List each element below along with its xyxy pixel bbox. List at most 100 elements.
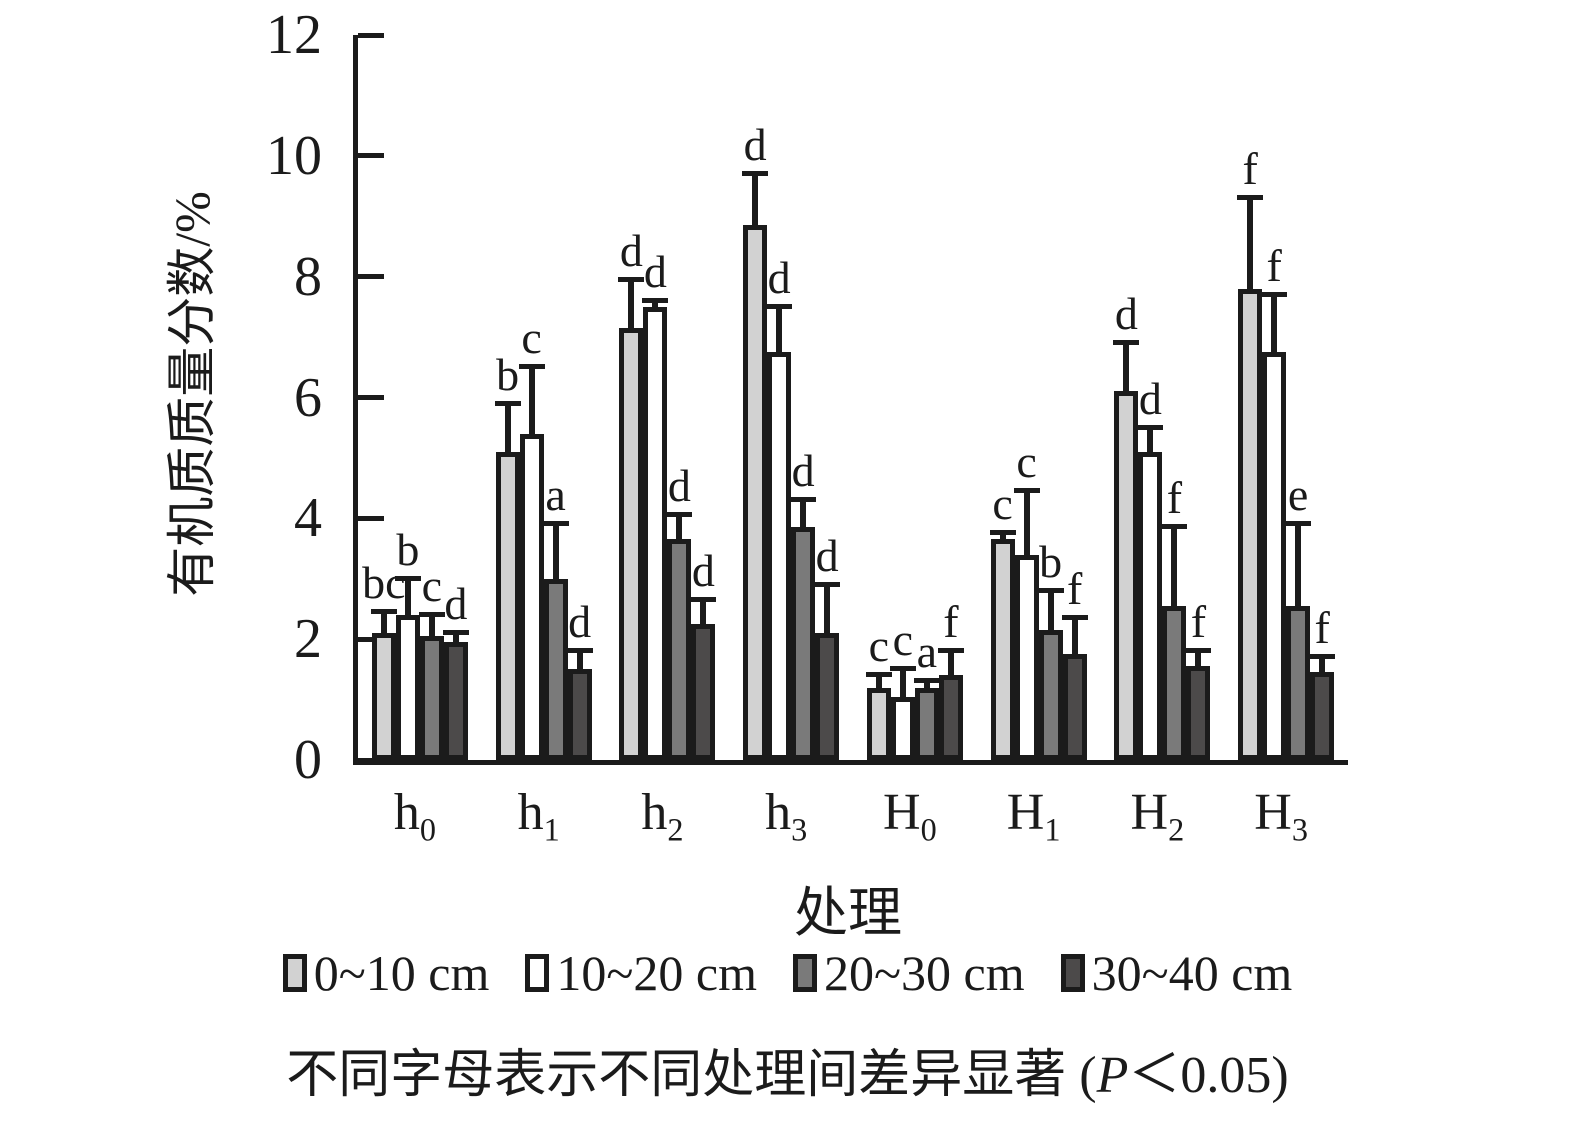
error-bar-cap (742, 170, 769, 176)
sig-letter: d (643, 245, 667, 297)
x-tick-subscript: 0 (920, 811, 937, 848)
error-bar-cap (989, 530, 1016, 536)
error-bar-cap (618, 276, 645, 282)
x-tick-subscript: 2 (667, 811, 684, 848)
error-bar-line (380, 611, 387, 636)
sig-letter: f (1166, 472, 1183, 524)
error-bar-line (676, 515, 683, 542)
x-tick-label: H3 (1254, 784, 1308, 848)
bar (1310, 672, 1335, 760)
x-tick-label: h3 (765, 784, 808, 848)
error-bar-line (1295, 524, 1302, 608)
error-bar-cap (566, 648, 593, 654)
error-bar-line (628, 279, 635, 331)
x-tick-subscript: 3 (791, 811, 808, 848)
legend-label: 30~40 cm (1091, 945, 1293, 1001)
error-bar-line (1023, 491, 1030, 557)
sig-letter: d (444, 578, 468, 630)
y-tick (358, 515, 384, 521)
x-tick-label: h0 (393, 784, 436, 848)
bar (643, 306, 668, 760)
sig-letter: b (396, 523, 420, 575)
error-bar-line (800, 500, 807, 530)
legend-swatch (525, 954, 550, 992)
caption-text: 不同字母表示不同处理间差异显著 ( (286, 1047, 1097, 1104)
bar (691, 624, 716, 760)
error-bar-line (652, 300, 659, 309)
bar (667, 539, 692, 760)
bar (519, 433, 544, 760)
legend-item: 30~40 cm (1060, 945, 1293, 1001)
error-bar-cap (814, 581, 841, 587)
error-bar-line (1123, 343, 1130, 394)
error-bar-cap (937, 648, 964, 654)
error-bar-line (776, 306, 783, 355)
y-tick (358, 395, 384, 400)
error-bar-cap (766, 303, 793, 309)
error-bar-cap (442, 630, 469, 636)
legend: 0~10 cm 10~20 cm 20~30 cm 30~40 cm (0, 948, 1575, 998)
error-bar-line (752, 173, 759, 228)
y-tick-label: 4 (294, 487, 322, 550)
x-axis-title: 处理 (794, 883, 902, 943)
error-bar-line (947, 651, 954, 678)
bar (938, 675, 963, 760)
bar (567, 669, 592, 760)
x-tick-label: H0 (883, 784, 937, 848)
error-bar-line (700, 599, 707, 627)
error-bar-cap (1161, 524, 1188, 530)
bar (1138, 451, 1163, 760)
sig-letter: a (916, 626, 938, 678)
sig-letter: c (992, 478, 1013, 530)
x-tick-label: h1 (517, 784, 560, 848)
bar (743, 225, 768, 760)
bar (1238, 288, 1263, 760)
y-tick (358, 636, 384, 642)
sig-letter: d (568, 596, 592, 648)
error-bar-cap (642, 297, 669, 303)
x-tick-subscript: 0 (419, 811, 436, 848)
bar (619, 328, 644, 760)
sig-letter: f (943, 596, 959, 648)
bar (1062, 654, 1087, 760)
sig-letter: d (1114, 288, 1138, 340)
sig-letter: b (496, 348, 520, 400)
bar (791, 527, 816, 760)
error-bar-cap (1013, 488, 1040, 494)
error-bar-cap (690, 596, 717, 602)
error-bar-cap (1237, 195, 1264, 201)
y-tick (358, 153, 384, 159)
bar (990, 539, 1015, 760)
error-bar-line (1247, 198, 1254, 291)
error-bar-cap (518, 364, 545, 370)
error-bar-cap (790, 497, 817, 503)
sig-letter: c (868, 620, 890, 672)
error-bar-cap (1261, 291, 1288, 297)
y-tick-label: 2 (294, 608, 322, 671)
sig-letter: f (1190, 596, 1207, 648)
sig-letter: d (1138, 372, 1162, 424)
bar (1038, 630, 1063, 760)
sig-letter: f (1314, 602, 1330, 654)
error-bar-cap (370, 608, 397, 614)
bar (1014, 554, 1039, 760)
sig-letter: d (815, 529, 839, 581)
error-bar-cap (913, 678, 940, 684)
bar (1286, 605, 1311, 760)
bar (1114, 391, 1139, 760)
x-tick-subscript: 2 (1168, 811, 1185, 848)
legend-item: 0~10 cm (282, 948, 489, 998)
bar (419, 636, 444, 760)
y-tick-label: 0 (294, 729, 322, 791)
y-tick (358, 757, 384, 763)
plot-area: bc b c d b c a d d d d d d d d d c c a f c c b f d d f f f f e f (353, 32, 1348, 765)
error-bar-cap (1137, 424, 1164, 430)
error-bar-cap (889, 666, 916, 672)
error-bar-line (552, 524, 559, 581)
legend-swatch (1060, 954, 1085, 992)
y-tick (358, 32, 384, 38)
